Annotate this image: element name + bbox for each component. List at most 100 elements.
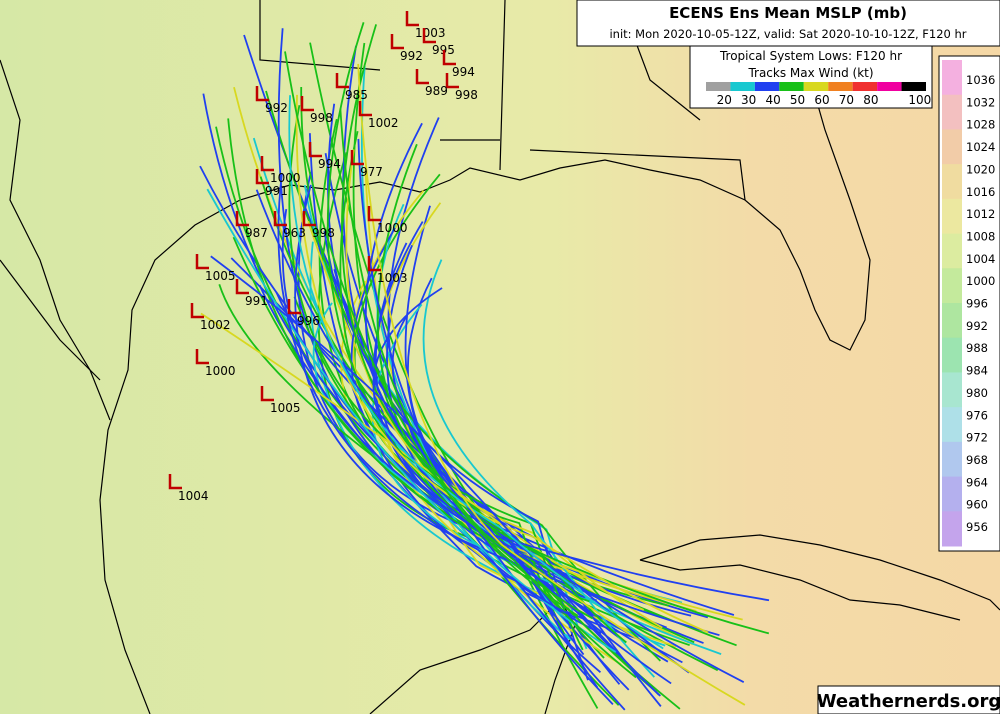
pressure-swatch xyxy=(942,303,962,339)
track xyxy=(326,22,590,603)
track xyxy=(277,173,576,619)
wind-tick-label: 70 xyxy=(839,93,854,107)
low-label: 1000 xyxy=(205,364,236,378)
pressure-tick-label: 984 xyxy=(966,364,988,378)
track xyxy=(391,314,770,602)
low-marker xyxy=(255,169,269,185)
pressure-tick-label: 1028 xyxy=(966,118,995,132)
track xyxy=(200,312,644,611)
pressure-tick-label: 996 xyxy=(966,297,988,311)
legend-title: Tracks Max Wind (kt) xyxy=(747,66,873,80)
pressure-swatch xyxy=(942,198,962,235)
low-marker xyxy=(255,86,269,102)
low-label: 994 xyxy=(452,65,475,79)
low-label: 1005 xyxy=(270,401,301,415)
wind-tick-label: 60 xyxy=(814,93,829,107)
wind-tick-label: 80 xyxy=(863,93,878,107)
low-marker xyxy=(367,256,381,272)
low-marker xyxy=(350,150,364,166)
tracks xyxy=(199,22,770,711)
pressure-tick-label: 956 xyxy=(966,520,988,534)
low-label: 996 xyxy=(297,314,320,328)
track xyxy=(284,51,594,620)
watermark: Weathernerds.org xyxy=(817,691,1000,712)
low-marker xyxy=(367,206,381,222)
track xyxy=(373,202,622,666)
pressure-tick-label: 992 xyxy=(966,319,988,333)
wind-tick-label: 50 xyxy=(790,93,805,107)
title: ECENS Ens Mean MSLP (mb) xyxy=(669,4,907,22)
pressure-swatch xyxy=(942,129,962,165)
low-label: 1003 xyxy=(377,271,408,285)
low-marker xyxy=(335,73,349,89)
wind-swatch xyxy=(779,82,804,91)
low-marker xyxy=(287,299,301,315)
track xyxy=(294,184,720,637)
pressure-tick-label: 960 xyxy=(966,498,988,512)
pressure-swatch xyxy=(942,233,962,269)
wind-swatch xyxy=(706,82,731,91)
low-marker xyxy=(415,69,429,85)
pressure-swatch xyxy=(942,337,962,373)
pressure-tick-label: 1024 xyxy=(966,140,995,154)
wind-tick-label: 20 xyxy=(717,93,732,107)
pressure-tick-label: 1000 xyxy=(966,274,995,288)
low-label: 1004 xyxy=(178,489,209,503)
wind-legend xyxy=(689,45,933,109)
pressure-tick-label: 1008 xyxy=(966,229,995,243)
low-marker xyxy=(195,254,209,270)
low-marker xyxy=(168,474,182,490)
low-marker xyxy=(195,349,209,365)
pressure-swatch xyxy=(942,441,962,478)
low-marker xyxy=(235,279,249,295)
track xyxy=(357,63,746,706)
low-label: 1000 xyxy=(377,221,408,235)
wind-tick-label: 40 xyxy=(765,93,780,107)
low-marker xyxy=(422,28,436,44)
track xyxy=(210,255,745,683)
track xyxy=(295,94,709,634)
low-marker xyxy=(260,156,274,172)
pressure-tick-label: 976 xyxy=(966,408,988,422)
low-label: 994 xyxy=(318,157,341,171)
wind-tick-label: 30 xyxy=(741,93,756,107)
pressure-tick-label: 980 xyxy=(966,386,988,400)
low-label: 998 xyxy=(310,111,333,125)
low-label: 987 xyxy=(245,226,268,240)
wind-swatch xyxy=(730,82,755,91)
pressure-tick-label: 988 xyxy=(966,341,988,355)
pressure-swatch xyxy=(942,60,962,96)
low-label: 985 xyxy=(345,88,368,102)
pressure-tick-label: 1032 xyxy=(966,95,995,109)
pressure-tick-label: 1016 xyxy=(966,185,995,199)
legend-title: Tropical System Lows: F120 hr xyxy=(719,49,902,63)
track xyxy=(422,259,656,678)
wind-swatch xyxy=(852,82,878,91)
low-marker xyxy=(445,73,459,89)
wind-swatch xyxy=(828,82,853,91)
pressure-swatch xyxy=(942,407,962,443)
pressure-tick-label: 1020 xyxy=(966,162,995,176)
low-marker xyxy=(302,211,316,227)
low-marker xyxy=(358,101,372,117)
low-label: 992 xyxy=(265,101,288,115)
low-marker xyxy=(300,96,314,112)
low-label: 963 xyxy=(283,226,306,240)
pressure-swatch xyxy=(942,164,962,200)
low-marker xyxy=(442,50,456,66)
wind-tick-label: 100 xyxy=(908,93,931,107)
pressure-swatch xyxy=(942,268,962,304)
low-marker xyxy=(405,11,419,27)
title-box xyxy=(576,0,1000,47)
pressure-scale: 1036 1032 1028 1024 1020 1016 1012 1008 1004 1000… xyxy=(938,55,1000,552)
low-label: 1002 xyxy=(200,318,231,332)
wind-scale: 20 30 40 50 60 70 80 100 xyxy=(706,82,931,107)
low-marker xyxy=(308,142,322,158)
low-label: 1002 xyxy=(368,116,399,130)
low-marker xyxy=(390,34,404,50)
low-label: 1000 xyxy=(270,171,301,185)
low-label: 1005 xyxy=(205,269,236,283)
pressure-tick-label: 1012 xyxy=(966,207,995,221)
